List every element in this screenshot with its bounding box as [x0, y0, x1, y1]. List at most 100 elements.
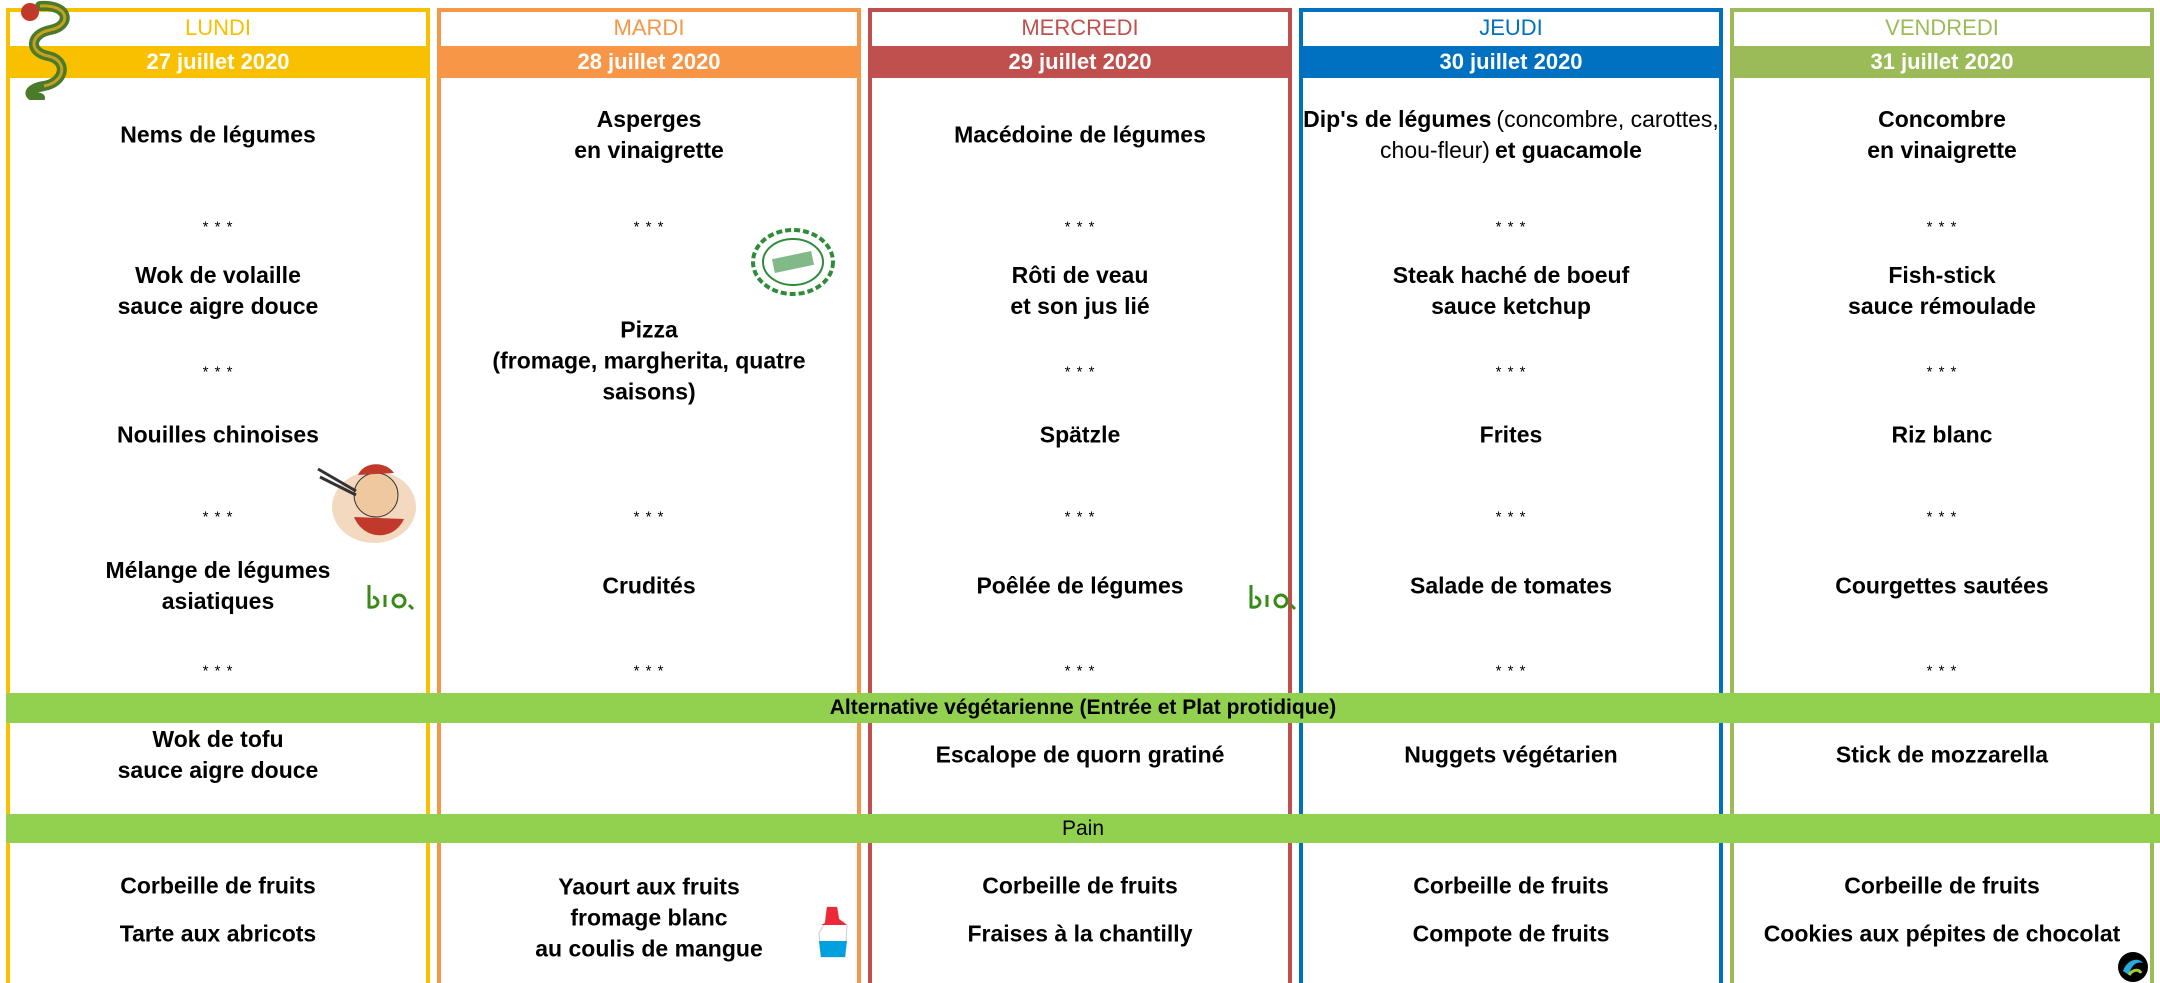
- dish-line: Pizza: [620, 316, 678, 343]
- day-name: MERCREDI: [1021, 15, 1139, 40]
- dish-line: sauce aigre douce: [117, 293, 319, 319]
- luxembourg-flag-icon: [818, 906, 848, 958]
- dish-line: Compote de fruits: [1412, 920, 1610, 947]
- vegetarian-dish: Stick de mozzarella: [1730, 740, 2154, 771]
- dish-line: Courgettes sautées: [1835, 572, 2049, 599]
- day-date: 28 juillet 2020: [437, 46, 861, 78]
- day-date: 30 juillet 2020: [1299, 46, 1723, 78]
- dessert: Corbeille de fruits: [6, 871, 430, 902]
- vegetable-dish: Salade de tomates: [1299, 571, 1723, 602]
- side-dish: Spätzle: [868, 420, 1292, 451]
- dish-line: sauce ketchup: [1431, 293, 1591, 319]
- dragon-icon: [21, 0, 70, 100]
- dessert: Corbeille de fruits: [1299, 871, 1723, 902]
- main-course: Fish-stick sauce rémoulade: [1730, 260, 2154, 322]
- side-dish: Frites: [1299, 420, 1723, 451]
- dish-line: Dip's de légumes (concombre, carottes, ch…: [1299, 104, 1723, 166]
- dessert: Compote de fruits: [1299, 919, 1723, 950]
- dessert: Fraises à la chantilly: [868, 919, 1292, 950]
- day-name: LUNDI: [184, 15, 251, 40]
- day-column: MARDI 28 juillet 2020: [437, 8, 861, 983]
- dish-line: Salade de tomates: [1410, 572, 1612, 599]
- dish-line: Fish-stick: [1888, 262, 1996, 288]
- dish-line: Tarte aux abricots: [119, 920, 317, 947]
- dish-line: en vinaigrette: [574, 137, 724, 163]
- bread-banner: Pain: [6, 814, 2160, 843]
- separator: * * *: [1064, 218, 1096, 236]
- bio-logo: [1249, 585, 1297, 611]
- dish-line: (fromage, margherita, quatre: [492, 347, 806, 374]
- separator: * * *: [202, 662, 234, 680]
- separator: * * *: [202, 508, 234, 526]
- dish-line: Rôti de veau: [1011, 262, 1149, 288]
- day-column: JEUDI 30 juillet 2020: [1299, 8, 1723, 983]
- separator: * * *: [1495, 508, 1527, 526]
- vege-stamp: [751, 228, 835, 296]
- starter: Nems de légumes: [6, 120, 430, 151]
- separator: * * *: [1064, 662, 1096, 680]
- dish-line: Yaourt aux fruits: [558, 873, 740, 900]
- separator: * * *: [1926, 662, 1958, 680]
- dish-line: Concombre: [1878, 106, 2006, 132]
- separator: * * *: [1495, 363, 1527, 381]
- main-course: Steak haché de boeuf sauce ketchup: [1299, 260, 1723, 322]
- day-column: VENDREDI 31 juillet 2020: [1730, 8, 2154, 983]
- day-date: 27 juillet 2020: [6, 46, 430, 78]
- dessert: Cookies aux pépites de chocolat: [1730, 919, 2154, 950]
- bio-logo: [367, 585, 415, 611]
- dish-line: Nems de légumes: [120, 121, 316, 148]
- day-date: 31 juillet 2020: [1730, 46, 2154, 78]
- separator: * * *: [1926, 218, 1958, 236]
- main-course: Rôti de veau et son jus lié: [868, 260, 1292, 322]
- dish-line: fromage blanc: [570, 904, 728, 931]
- day-name: VENDREDI: [1885, 15, 1999, 40]
- separator: * * *: [633, 662, 665, 680]
- dessert: Yaourt aux fruits fromage blanc au coulis …: [437, 872, 861, 965]
- dish-part: et guacamole: [1494, 137, 1642, 163]
- dish-line: Fraises à la chantilly: [967, 920, 1193, 947]
- side-dish: Nouilles chinoises: [6, 420, 430, 451]
- separator: * * *: [1495, 662, 1527, 680]
- dish-line: Nuggets végétarien: [1404, 741, 1618, 768]
- dessert: Corbeille de fruits: [1730, 871, 2154, 902]
- dish-line: Wok de tofu: [152, 726, 284, 752]
- main-course: Wok de volaille sauce aigre douce: [6, 260, 430, 322]
- side-dish: Riz blanc: [1730, 420, 2154, 451]
- vegetarian-banner: Alternative végétarienne (Entrée et Plat…: [6, 693, 2160, 723]
- dish-line: en vinaigrette: [1867, 137, 2017, 163]
- vegetarian-dish: Wok de tofu sauce aigre douce: [6, 724, 430, 786]
- separator: * * *: [1064, 363, 1096, 381]
- dish-line: Asperges: [596, 106, 702, 132]
- dish-line: Nouilles chinoises: [117, 421, 319, 448]
- vegetable-dish: Mélange de légumes asiatiques: [6, 555, 430, 617]
- dish-part: (concombre, carottes, chou-fleur): [1380, 106, 1719, 163]
- dish-line: et son jus lié: [1010, 293, 1150, 319]
- vegetarian-dish: Nuggets végétarien: [1299, 740, 1723, 771]
- day-column: MERCREDI 29 juillet 2020: [868, 8, 1292, 983]
- vegetable-dish: Courgettes sautées: [1730, 571, 2154, 602]
- dish-line: Spätzle: [1039, 421, 1121, 448]
- day-date: 29 juillet 2020: [868, 46, 1292, 78]
- dessert: Tarte aux abricots: [6, 919, 430, 950]
- dish-line: sauce rémoulade: [1848, 293, 2036, 319]
- dish-line: Frites: [1479, 421, 1543, 448]
- day-column: LUNDI 27 juillet 2020: [6, 8, 430, 983]
- dessert: Corbeille de fruits: [868, 871, 1292, 902]
- vegetable-dish: Crudités: [437, 571, 861, 602]
- main-course: Pizza (fromage, margherita, quatre saisons…: [437, 315, 861, 408]
- dish-line: sauce aigre douce: [117, 757, 319, 783]
- dish-line: au coulis de mangue: [535, 935, 763, 962]
- dish-line: Escalope de quorn gratiné: [935, 741, 1225, 768]
- dish-line: Stick de mozzarella: [1835, 741, 2049, 768]
- separator: * * *: [1926, 508, 1958, 526]
- separator: * * *: [1926, 363, 1958, 381]
- dish-line: Wok de volaille: [135, 262, 301, 288]
- chef-icon: [317, 464, 416, 543]
- separator: * * *: [1495, 218, 1527, 236]
- dish-line: Crudités: [602, 572, 696, 599]
- dish-part: Dip's de légumes: [1303, 106, 1492, 132]
- dish-line: Riz blanc: [1891, 421, 1993, 448]
- dish-line: Poêlée de légumes: [976, 572, 1184, 599]
- dish-line: Corbeille de fruits: [120, 872, 316, 899]
